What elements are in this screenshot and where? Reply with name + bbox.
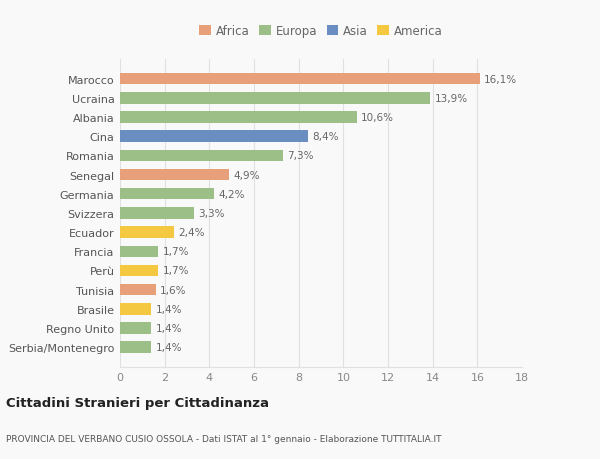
Text: 16,1%: 16,1% <box>484 74 517 84</box>
Bar <box>120 169 229 181</box>
Text: 1,4%: 1,4% <box>156 304 182 314</box>
Text: 3,3%: 3,3% <box>198 208 224 218</box>
Bar <box>120 93 430 104</box>
Bar <box>120 342 151 353</box>
Bar <box>120 227 173 238</box>
Text: 13,9%: 13,9% <box>435 94 468 104</box>
Bar <box>120 284 156 296</box>
Text: 1,6%: 1,6% <box>160 285 187 295</box>
Bar <box>120 207 194 219</box>
Bar <box>120 112 357 123</box>
Text: 1,4%: 1,4% <box>156 342 182 353</box>
Text: 10,6%: 10,6% <box>361 113 394 123</box>
Text: 1,7%: 1,7% <box>163 266 189 276</box>
Text: PROVINCIA DEL VERBANO CUSIO OSSOLA - Dati ISTAT al 1° gennaio - Elaborazione TUT: PROVINCIA DEL VERBANO CUSIO OSSOLA - Dat… <box>6 434 442 442</box>
Bar <box>120 323 151 334</box>
Bar <box>120 131 308 143</box>
Text: 1,7%: 1,7% <box>163 247 189 257</box>
Legend: Africa, Europa, Asia, America: Africa, Europa, Asia, America <box>197 22 445 40</box>
Text: Cittadini Stranieri per Cittadinanza: Cittadini Stranieri per Cittadinanza <box>6 396 269 409</box>
Bar <box>120 150 283 162</box>
Text: 4,9%: 4,9% <box>234 170 260 180</box>
Text: 2,4%: 2,4% <box>178 228 205 238</box>
Bar <box>120 73 479 85</box>
Bar <box>120 189 214 200</box>
Text: 4,2%: 4,2% <box>218 189 245 199</box>
Text: 1,4%: 1,4% <box>156 323 182 333</box>
Bar <box>120 303 151 315</box>
Text: 7,3%: 7,3% <box>287 151 314 161</box>
Bar <box>120 265 158 277</box>
Text: 8,4%: 8,4% <box>312 132 338 142</box>
Bar <box>120 246 158 257</box>
